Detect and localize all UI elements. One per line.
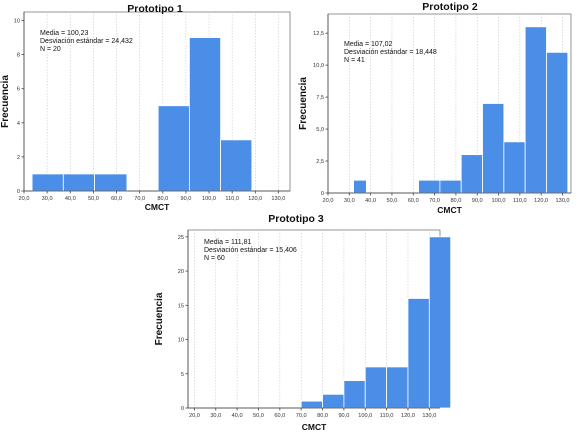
histogram-bar: [439, 179, 462, 194]
x-tick-label: 50,0: [387, 198, 398, 204]
histogram-bar: [188, 37, 222, 192]
y-tick-label: 6: [17, 87, 20, 93]
stats-annotation-line: Desviación estándar = 15,406: [204, 247, 297, 254]
histogram-bar: [62, 173, 95, 192]
y-tick-label: 15: [178, 303, 184, 309]
histogram-bar: [482, 103, 505, 194]
histogram-prototipo-2: 0 2,5 5,0 7,5 10,0 12,5 20,0 30,0 40,0 50,0 60,0 70…: [298, 1, 572, 215]
stats-annotation-line: Desviación estándar = 18,448: [344, 49, 437, 56]
y-tick-label: 5: [181, 372, 184, 378]
y-tick-label: 0: [321, 191, 324, 197]
stats-annotation-line: N = 41: [344, 57, 365, 64]
x-tick-label: 40,0: [232, 413, 243, 419]
histogram-bar: [364, 366, 388, 409]
y-tick-label: 2: [17, 155, 20, 161]
y-tick-label: 10: [178, 338, 184, 344]
x-tick-label: 100,0: [492, 198, 506, 204]
histogram-bar: [418, 179, 441, 194]
x-tick-label: 80,0: [157, 196, 168, 202]
y-tick-label: 25: [178, 235, 184, 241]
x-axis-label: CMCT: [145, 202, 170, 212]
x-tick-label: 90,0: [472, 198, 483, 204]
x-tick-label: 130,0: [555, 198, 569, 204]
stats-annotation-line: Desviación estándar = 24,432: [40, 38, 133, 45]
x-tick-label: 60,0: [274, 413, 285, 419]
x-tick-label: 70,0: [296, 413, 307, 419]
histogram-bar: [428, 236, 452, 409]
chart-title: Prototipo 3: [268, 213, 324, 225]
x-tick-label: 90,0: [180, 196, 191, 202]
x-tick-label: 130,0: [422, 413, 436, 419]
x-tick-label: 90,0: [338, 413, 349, 419]
chart-title: Prototipo 1: [127, 3, 183, 15]
x-axis-label: CMCT: [437, 205, 462, 215]
x-tick-label: 20,0: [189, 413, 200, 419]
histogram-bar: [546, 51, 569, 194]
stats-annotation-line: N = 60: [204, 255, 225, 262]
x-tick-label: 120,0: [401, 413, 415, 419]
stats-annotation-line: Media = 107,02: [344, 41, 393, 48]
y-tick-label: 12,5: [313, 31, 324, 37]
histogram-bar: [300, 400, 323, 409]
x-tick-label: 20,0: [19, 196, 30, 202]
x-tick-label: 60,0: [408, 198, 419, 204]
histogram-bar: [31, 173, 64, 192]
y-tick-label: 10: [14, 19, 20, 25]
x-tick-label: 40,0: [65, 196, 76, 202]
y-tick-label: 0: [17, 189, 20, 195]
y-tick-label: 0: [181, 406, 184, 412]
x-tick-label: 110,0: [225, 196, 239, 202]
stats-annotation-line: N = 20: [40, 46, 61, 53]
histogram-bar: [94, 173, 128, 192]
x-tick-label: 50,0: [253, 413, 264, 419]
x-tick-label: 120,0: [248, 196, 262, 202]
x-tick-label: 30,0: [344, 198, 355, 204]
y-axis-label: Frecuencia: [298, 77, 309, 130]
histogram-bar: [460, 154, 483, 194]
stats-annotation-line: Media = 111,81: [204, 239, 252, 246]
y-tick-label: 10,0: [313, 63, 324, 69]
x-tick-label: 70,0: [429, 198, 440, 204]
histogram-bar: [220, 139, 253, 192]
x-tick-label: 60,0: [111, 196, 122, 202]
x-tick-label: 70,0: [134, 196, 145, 202]
y-axis-label: Frecuencia: [154, 292, 165, 345]
x-tick-label: 110,0: [380, 413, 394, 419]
x-tick-label: 30,0: [42, 196, 53, 202]
x-tick-label: 40,0: [365, 198, 376, 204]
x-tick-label: 80,0: [450, 198, 461, 204]
histogram-bar: [322, 393, 345, 409]
x-tick-label: 50,0: [88, 196, 99, 202]
stats-annotation-line: Media = 100,23: [40, 30, 89, 37]
x-tick-label: 100,0: [358, 413, 372, 419]
x-tick-label: 110,0: [513, 198, 527, 204]
histogram-bar: [343, 380, 366, 409]
x-tick-label: 100,0: [202, 196, 216, 202]
x-tick-label: 30,0: [210, 413, 221, 419]
x-axis-label: CMCT: [302, 422, 327, 432]
x-tick-label: 20,0: [323, 198, 334, 204]
histogram-bar: [503, 141, 526, 194]
histogram-bar: [524, 26, 547, 194]
chart-title: Prototipo 2: [422, 1, 478, 13]
y-tick-label: 20: [178, 269, 184, 275]
histogram-prototipo-1: 0 2 4 6 8 10 20,0 30,0 40,0 50,0 60,0 70,0 80,0 90,0 1…: [0, 3, 291, 212]
histogram-bar: [157, 105, 190, 192]
histogram-bar: [386, 366, 409, 409]
y-tick-label: 7,5: [316, 95, 324, 101]
y-tick-label: 5,0: [316, 127, 324, 133]
y-tick-label: 4: [17, 121, 20, 127]
histogram-bar: [353, 179, 367, 194]
y-tick-label: 8: [17, 53, 20, 59]
x-tick-label: 130,0: [271, 196, 285, 202]
histogram-bar: [407, 298, 430, 409]
histogram-prototipo-3: 0 5 10 15 20 25 20,0 30,0 40,0 50,0 60,0 70,0 80,0 90…: [154, 213, 452, 432]
y-axis-label: Frecuencia: [0, 75, 11, 128]
x-tick-label: 120,0: [534, 198, 548, 204]
x-tick-label: 80,0: [317, 413, 328, 419]
y-tick-label: 2,5: [316, 159, 324, 165]
